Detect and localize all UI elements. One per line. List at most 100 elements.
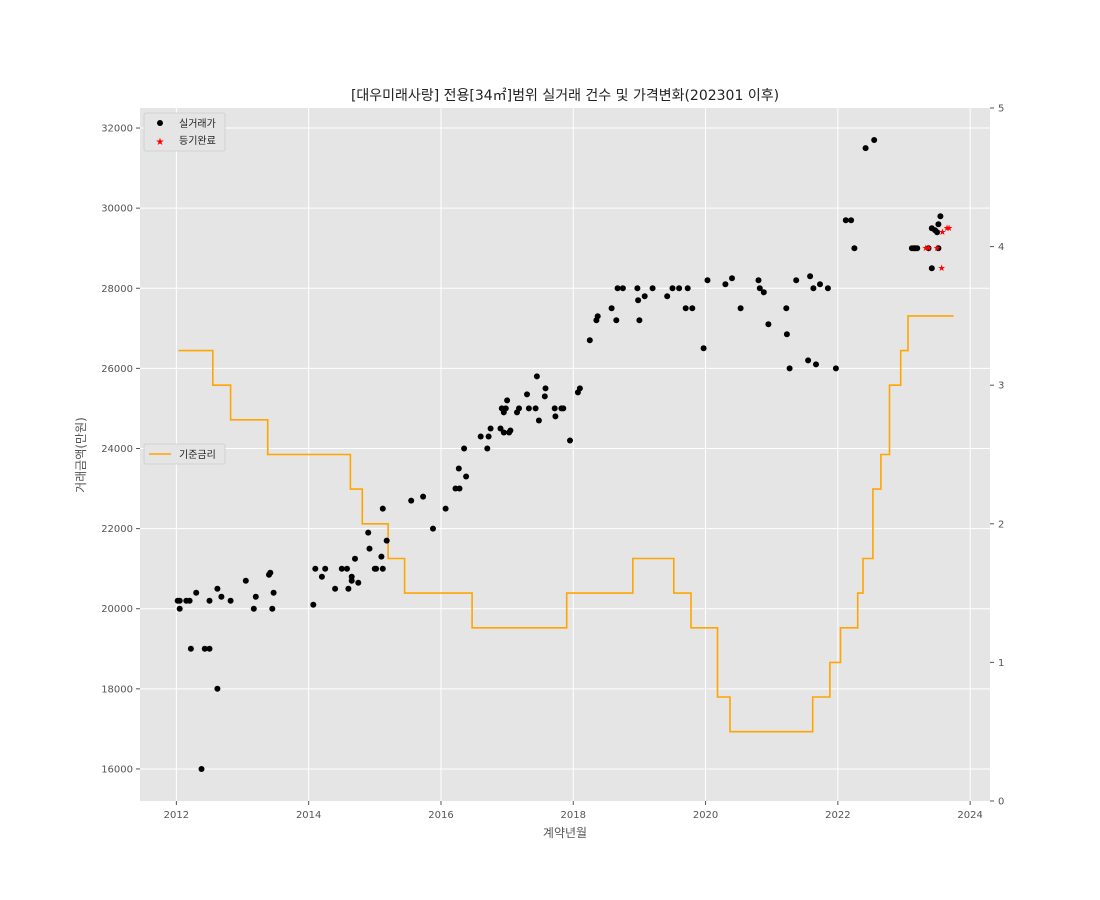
price-point [937, 213, 944, 220]
price-point [669, 285, 676, 292]
price-point [176, 597, 183, 604]
price-point [507, 427, 514, 434]
price-point [567, 437, 573, 444]
price-point [461, 445, 468, 452]
price-point [848, 217, 855, 224]
legend-secondary: 기준금리 [143, 443, 226, 465]
price-point [430, 525, 436, 532]
price-point [484, 445, 491, 452]
price-point [634, 285, 641, 292]
price-point [310, 601, 317, 608]
rate-step-line [178, 315, 954, 733]
price-point [541, 393, 548, 400]
price-point [793, 277, 800, 284]
price-point [756, 285, 763, 292]
y2-tick-label: 4 [998, 242, 1004, 253]
price-point [824, 285, 831, 292]
legend-main: 실거래가 ★ 등기완료 [143, 112, 226, 152]
price-point [532, 405, 539, 412]
price-point [729, 275, 735, 282]
y2-tick-label: 3 [998, 381, 1004, 392]
price-points-layer [174, 137, 944, 772]
price-point [810, 285, 817, 292]
price-point [214, 585, 221, 592]
price-point [786, 365, 793, 372]
legend-entry-rate: 기준금리 [179, 449, 216, 461]
price-point [576, 385, 583, 392]
y2-tick-label: 1 [998, 658, 1004, 669]
price-point [805, 357, 812, 364]
price-point [442, 505, 449, 512]
price-point [851, 245, 858, 252]
price-point [925, 245, 932, 252]
price-point [684, 285, 691, 292]
grid-lines [140, 108, 990, 801]
price-point [500, 429, 507, 436]
y-tick-label: 16000 [101, 764, 133, 775]
price-point [722, 281, 729, 288]
registered-point: ★ [924, 244, 932, 254]
price-point [193, 589, 200, 596]
price-point [755, 277, 762, 284]
price-point [176, 605, 183, 612]
price-point [914, 245, 921, 252]
registered-point: ★ [945, 224, 953, 234]
registered-point: ★ [943, 224, 951, 234]
price-point [636, 317, 643, 324]
price-point [552, 413, 559, 420]
price-point [408, 497, 415, 504]
legend-star-marker: ★ [156, 137, 165, 148]
price-point [704, 277, 711, 284]
price-point [551, 405, 558, 412]
price-point [649, 285, 656, 292]
price-point [348, 573, 355, 580]
price-point [928, 265, 935, 272]
price-point [689, 305, 696, 312]
price-point [269, 605, 276, 612]
price-point [201, 645, 208, 652]
price-point [352, 555, 358, 562]
price-point [783, 331, 790, 338]
y-axis-ticks: 16000 18000 20000 22000 24000 26000 28000 30000… [101, 124, 140, 775]
price-point [535, 417, 542, 424]
price-point [832, 365, 839, 372]
price-point [344, 565, 350, 572]
price-point [594, 313, 601, 320]
price-point [463, 473, 470, 480]
price-point [935, 221, 942, 228]
price-point [560, 405, 567, 412]
price-point [542, 385, 549, 392]
x-tick-label: 2014 [296, 810, 321, 821]
y2-tick-label: 5 [998, 104, 1004, 115]
price-point [366, 545, 373, 552]
price-point [455, 465, 462, 472]
price-point [252, 593, 259, 600]
price-point [614, 285, 621, 292]
price-point [477, 433, 484, 440]
price-point [187, 645, 194, 652]
price-point [682, 305, 689, 312]
price-point [206, 645, 213, 652]
price-point [737, 305, 744, 312]
y2-tick-label: 0 [998, 797, 1004, 808]
y2-axis-ticks: 0 1 2 3 4 5 [990, 104, 1004, 808]
price-point [186, 597, 193, 604]
price-point [783, 305, 790, 312]
legend-main-box [143, 112, 226, 152]
registered-point: ★ [933, 244, 941, 254]
price-point [250, 605, 257, 612]
price-point [318, 573, 325, 580]
price-point [355, 579, 362, 586]
price-point [516, 405, 522, 412]
price-point [379, 505, 386, 512]
x-axis-ticks: 2012 2014 2016 2018 2020 2022 2024 [164, 801, 983, 821]
price-point [813, 361, 819, 368]
y-tick-label: 18000 [101, 684, 133, 695]
price-point [332, 585, 339, 592]
price-point [760, 289, 767, 296]
price-point [267, 569, 274, 576]
x-tick-label: 2020 [693, 810, 718, 821]
chart-title: [대우미래사랑] 전용[34㎡]범위 실거래 건수 및 가격변화(202301 … [351, 88, 779, 104]
